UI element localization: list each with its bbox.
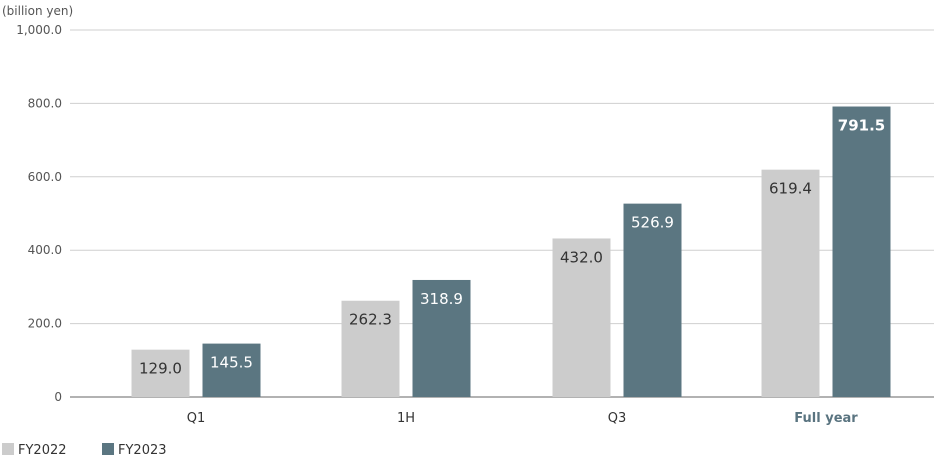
bar-value-label: 318.9 xyxy=(420,290,463,308)
y-tick-label: 600.0 xyxy=(28,170,62,184)
x-category-label: Q1 xyxy=(187,411,206,426)
legend-label: FY2022 xyxy=(18,443,67,456)
bar-value-label: 262.3 xyxy=(349,311,392,329)
bar-value-label: 129.0 xyxy=(139,360,182,378)
y-axis-ticks: 0 200.0 400.0 600.0 800.0 1,000.0 xyxy=(16,23,62,404)
bar-value-label: 145.5 xyxy=(210,354,253,372)
bar-value-label: 526.9 xyxy=(631,214,674,232)
bar-value-label: 619.4 xyxy=(769,180,812,198)
x-axis-categories: Q1 1H Q3 Full year xyxy=(187,411,859,426)
x-category-label: Q3 xyxy=(608,411,627,426)
y-axis-unit-label: (billion yen) xyxy=(2,4,73,18)
bar-fy2022-full-year xyxy=(762,170,820,397)
legend-label: FY2023 xyxy=(118,443,167,456)
y-tick-label: 0 xyxy=(54,390,62,404)
x-category-label: 1H xyxy=(397,411,415,426)
bar-value-label: 791.5 xyxy=(838,117,885,135)
y-tick-label: 800.0 xyxy=(28,96,62,110)
legend-swatch xyxy=(2,443,14,455)
bar-value-label: 432.0 xyxy=(560,248,603,266)
bar-fy2023-q3 xyxy=(624,204,682,397)
legend: FY2022 FY2023 xyxy=(2,443,167,456)
y-tick-label: 200.0 xyxy=(28,317,62,331)
y-tick-label: 400.0 xyxy=(28,243,62,257)
bar-fy2023-full-year xyxy=(833,107,891,397)
legend-swatch xyxy=(102,443,114,455)
y-tick-label: 1,000.0 xyxy=(16,23,62,37)
x-category-label: Full year xyxy=(794,411,858,426)
